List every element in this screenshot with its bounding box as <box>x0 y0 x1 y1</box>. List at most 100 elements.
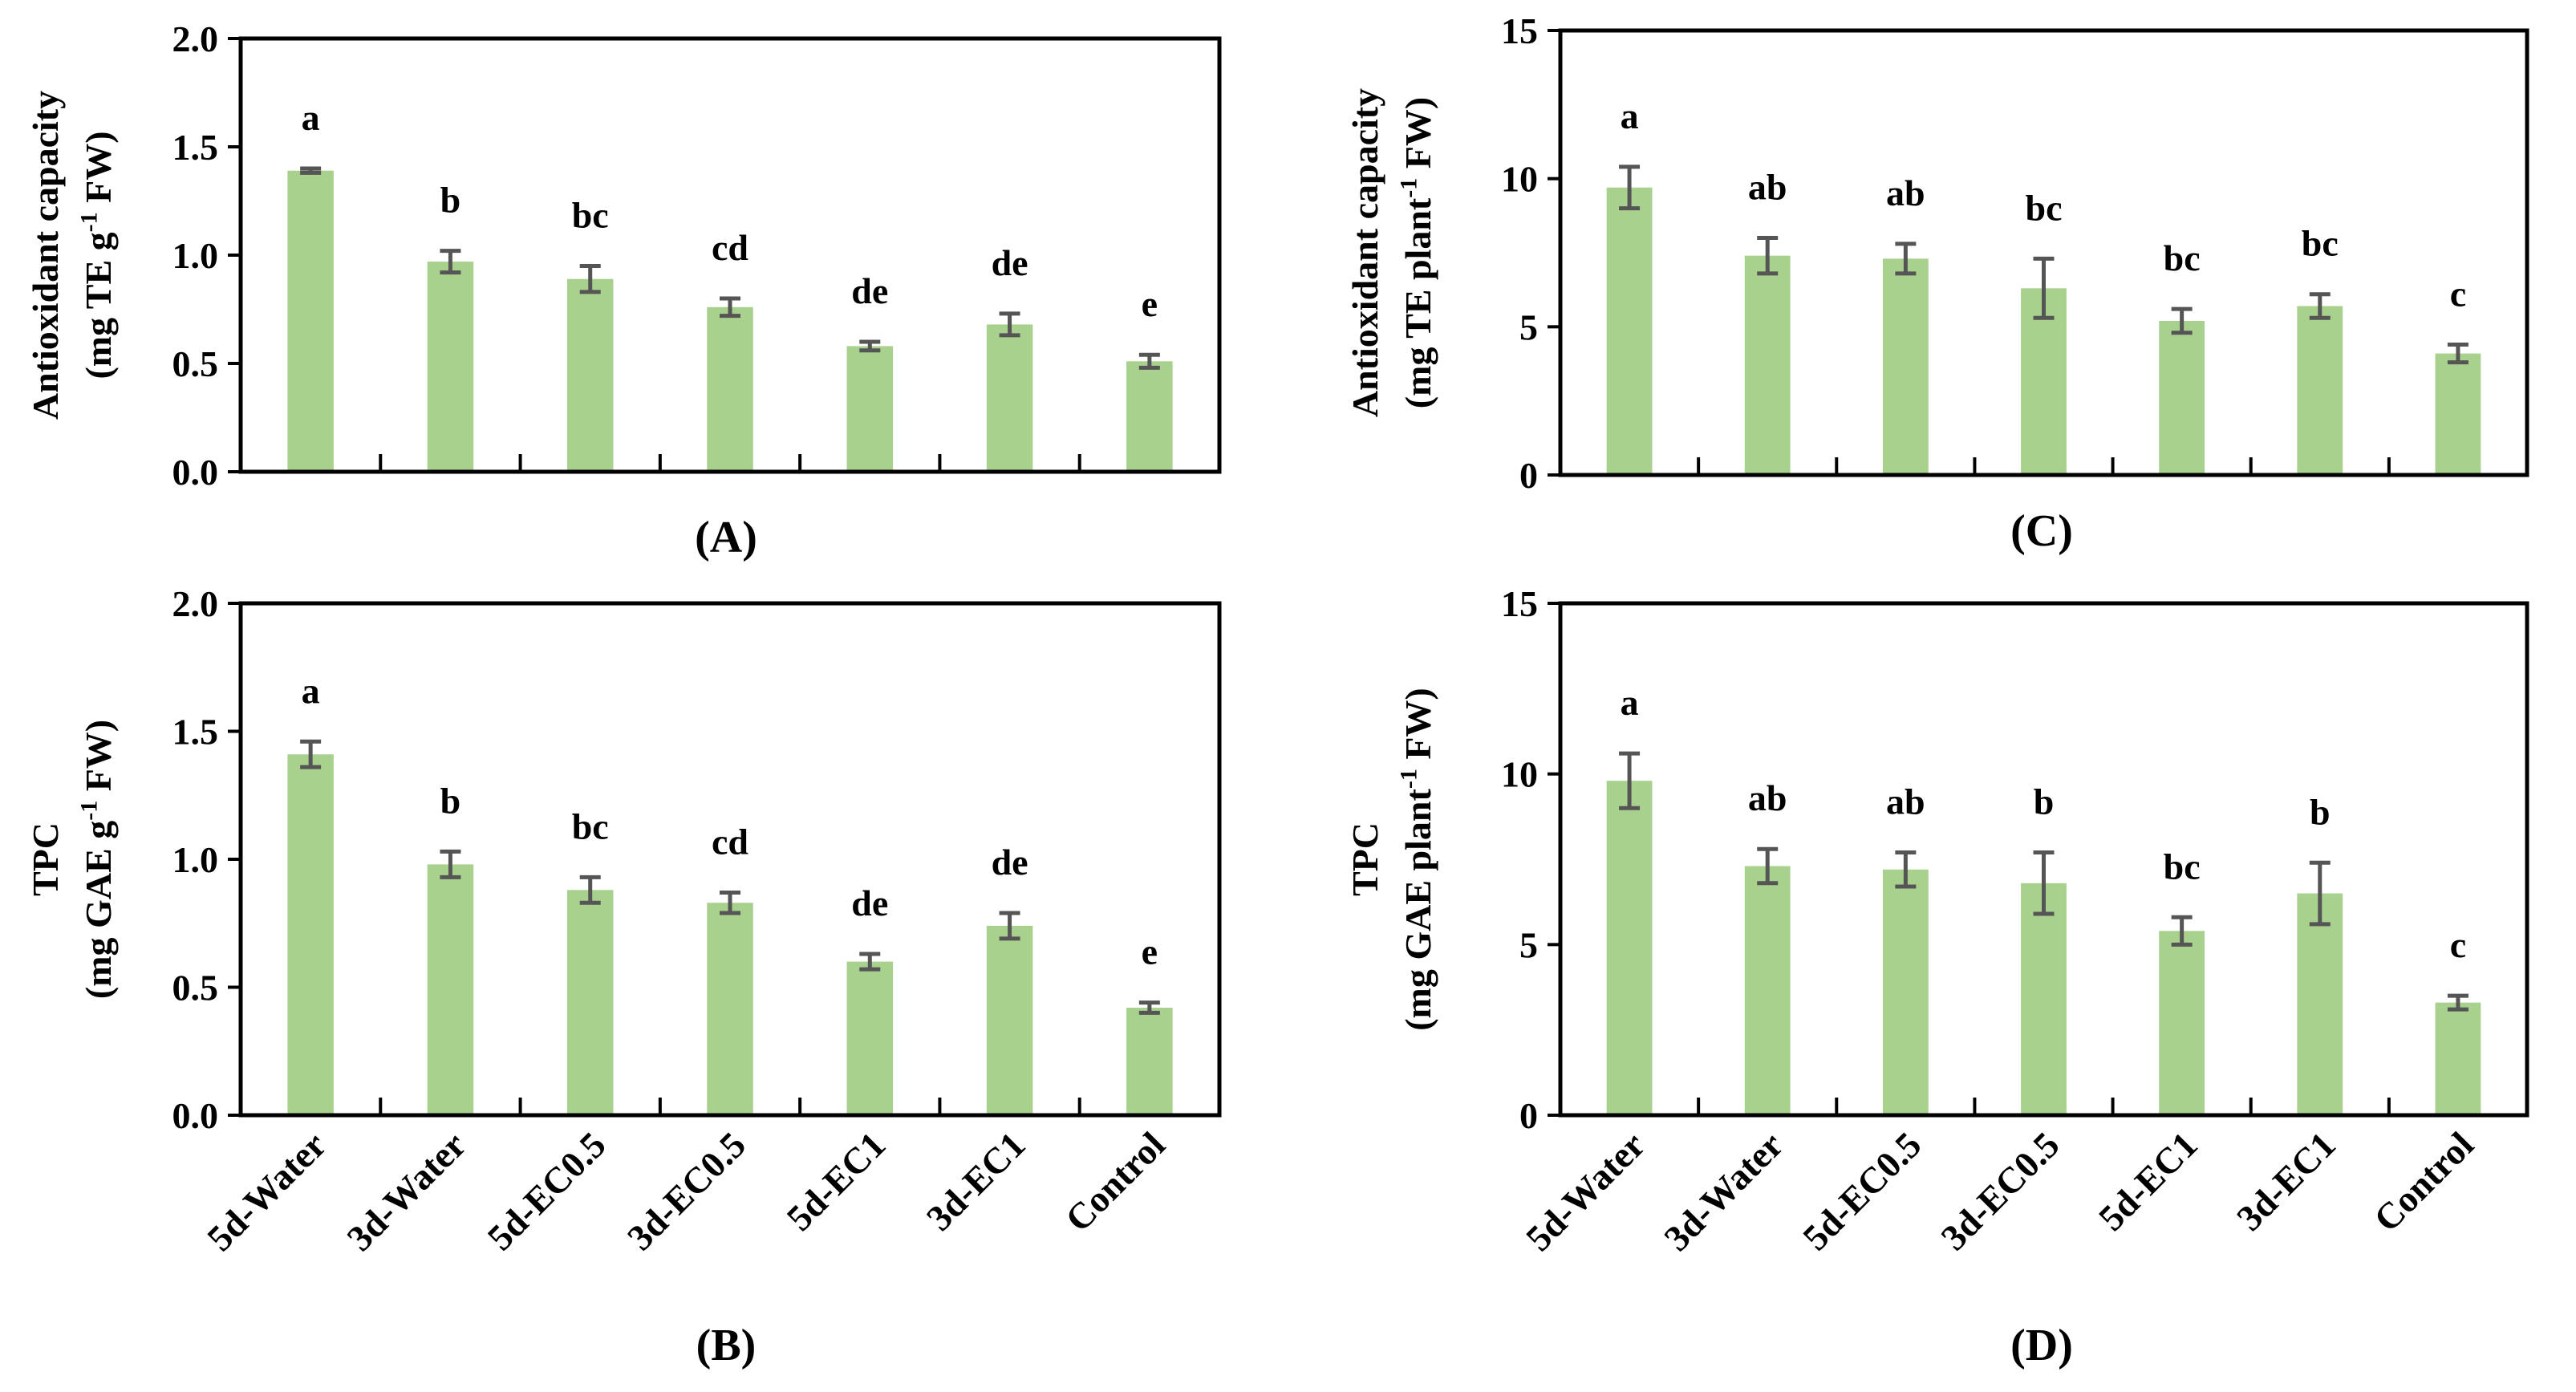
error-bar <box>1619 164 1641 211</box>
y-tick-label: 0 <box>1519 455 1538 496</box>
y-axis-label: TPC <box>25 822 66 896</box>
bar <box>707 306 753 472</box>
significance-letter: bc <box>572 195 609 236</box>
y-tick-label: 2.0 <box>172 18 219 59</box>
y-tick-label: 10 <box>1501 159 1538 200</box>
significance-letter: c <box>2450 273 2466 314</box>
significance-letter: bc <box>2302 223 2339 264</box>
y-tick-label: 10 <box>1501 754 1538 795</box>
bar <box>427 262 474 472</box>
significance-letter: cd <box>712 227 748 268</box>
bar <box>287 170 334 472</box>
x-tick-label: 5d-Water <box>199 1124 334 1259</box>
y-axis-label: TPC <box>1345 822 1385 896</box>
plot-frame <box>1558 28 2529 477</box>
bar <box>1882 258 1929 475</box>
x-tick-label: 5d-EC1 <box>779 1124 894 1239</box>
y-tick-label: 1.0 <box>172 839 219 880</box>
significance-letter: bc <box>2026 187 2063 228</box>
y-tick-label: 5 <box>1519 924 1538 965</box>
significance-letter: b <box>2034 781 2055 822</box>
error-bar <box>999 311 1020 338</box>
error-bar <box>1138 352 1160 370</box>
bar <box>2021 883 2067 1115</box>
bar <box>2159 320 2205 475</box>
significance-letter: a <box>302 97 320 138</box>
y-tick-label: 0.0 <box>172 1095 219 1136</box>
x-tick-label: 5d-EC0.5 <box>1795 1124 1929 1258</box>
panel-label: (A) <box>695 513 757 562</box>
x-tick-label: 5d-Water <box>1518 1124 1653 1259</box>
y-tick-label: 0 <box>1519 1095 1538 1136</box>
error-bar <box>1619 751 1641 810</box>
error-bar <box>2171 915 2193 947</box>
panel-label: (B) <box>696 1321 757 1370</box>
y-tick-label: 0.5 <box>172 968 219 1008</box>
x-tick-label: 3d-Water <box>339 1124 474 1259</box>
x-tick-label: 3d-EC1 <box>919 1124 1033 1239</box>
significance-letter: e <box>1142 931 1158 972</box>
bar <box>2159 931 2205 1115</box>
bar <box>566 890 614 1115</box>
bar <box>986 925 1033 1115</box>
significance-letter: b <box>440 180 461 221</box>
bar <box>2435 1002 2481 1115</box>
bar <box>2435 353 2481 475</box>
significance-letter: ab <box>1886 172 1925 213</box>
bar <box>707 903 753 1115</box>
error-bar <box>300 166 322 175</box>
y-axis-unit-label: (mg TE plant-1 FW) <box>1396 97 1438 408</box>
x-tick-label: Control <box>2366 1124 2481 1240</box>
y-tick-label: 0.0 <box>172 452 219 493</box>
error-bar <box>300 739 322 769</box>
bar <box>287 754 334 1115</box>
error-bar <box>859 339 881 353</box>
y-axis-unit-label: (mg GAE g-1 FW) <box>76 720 119 999</box>
significance-letter: b <box>440 780 461 821</box>
significance-letter: bc <box>2164 237 2201 278</box>
significance-letter: ab <box>1748 777 1787 818</box>
significance-letter: de <box>992 242 1028 283</box>
x-tick-label: 5d-EC1 <box>2091 1124 2205 1239</box>
panel-label: (D) <box>2010 1321 2073 1370</box>
chart-panel: a ab ab bc bc bc c 0 5 10 15 Antioxidant capacity (m… <box>1345 10 2529 556</box>
y-axis-label: Antioxidant capacity <box>1345 88 1385 417</box>
bar <box>1744 866 1791 1115</box>
significance-letter: b <box>2310 791 2331 832</box>
x-tick-label: 3d-EC0.5 <box>619 1124 753 1258</box>
bar <box>846 346 894 472</box>
significance-letter: bc <box>572 806 609 846</box>
plot-frame <box>1558 601 2529 1118</box>
error-bar <box>2033 850 2055 916</box>
y-tick-label: 1.5 <box>172 712 219 753</box>
error-bar <box>1757 236 1779 276</box>
significance-letter: de <box>851 883 888 923</box>
bar <box>427 864 474 1115</box>
y-tick-label: 2.0 <box>172 583 219 624</box>
significance-letter: bc <box>2164 846 2201 887</box>
y-axis-unit-label: (mg GAE plant-1 FW) <box>1396 688 1438 1031</box>
significance-letter: a <box>1621 682 1639 723</box>
chart-panel: a b bc cd de de e 0.0 0.5 1.0 1.5 2.0 Antioxidant ca… <box>25 18 1222 562</box>
significance-letter: c <box>2450 924 2466 965</box>
significance-letter: ab <box>1886 781 1925 822</box>
bar <box>1744 255 1791 475</box>
y-tick-label: 15 <box>1501 583 1538 624</box>
error-bar <box>440 249 461 275</box>
error-bar <box>2309 860 2331 927</box>
error-bar <box>2447 993 2468 1012</box>
significance-letter: ab <box>1748 167 1787 208</box>
significance-letter: a <box>302 670 320 711</box>
error-bar <box>579 264 601 294</box>
bar <box>1126 361 1173 472</box>
x-tick-label: 3d-Water <box>1656 1124 1791 1259</box>
error-bar <box>2033 256 2055 320</box>
bar <box>1882 869 1929 1115</box>
error-bar <box>1757 846 1779 886</box>
error-bar <box>1895 850 1917 889</box>
significance-letter: e <box>1142 283 1158 324</box>
y-tick-label: 1.0 <box>172 235 219 276</box>
error-bar <box>999 911 1020 941</box>
